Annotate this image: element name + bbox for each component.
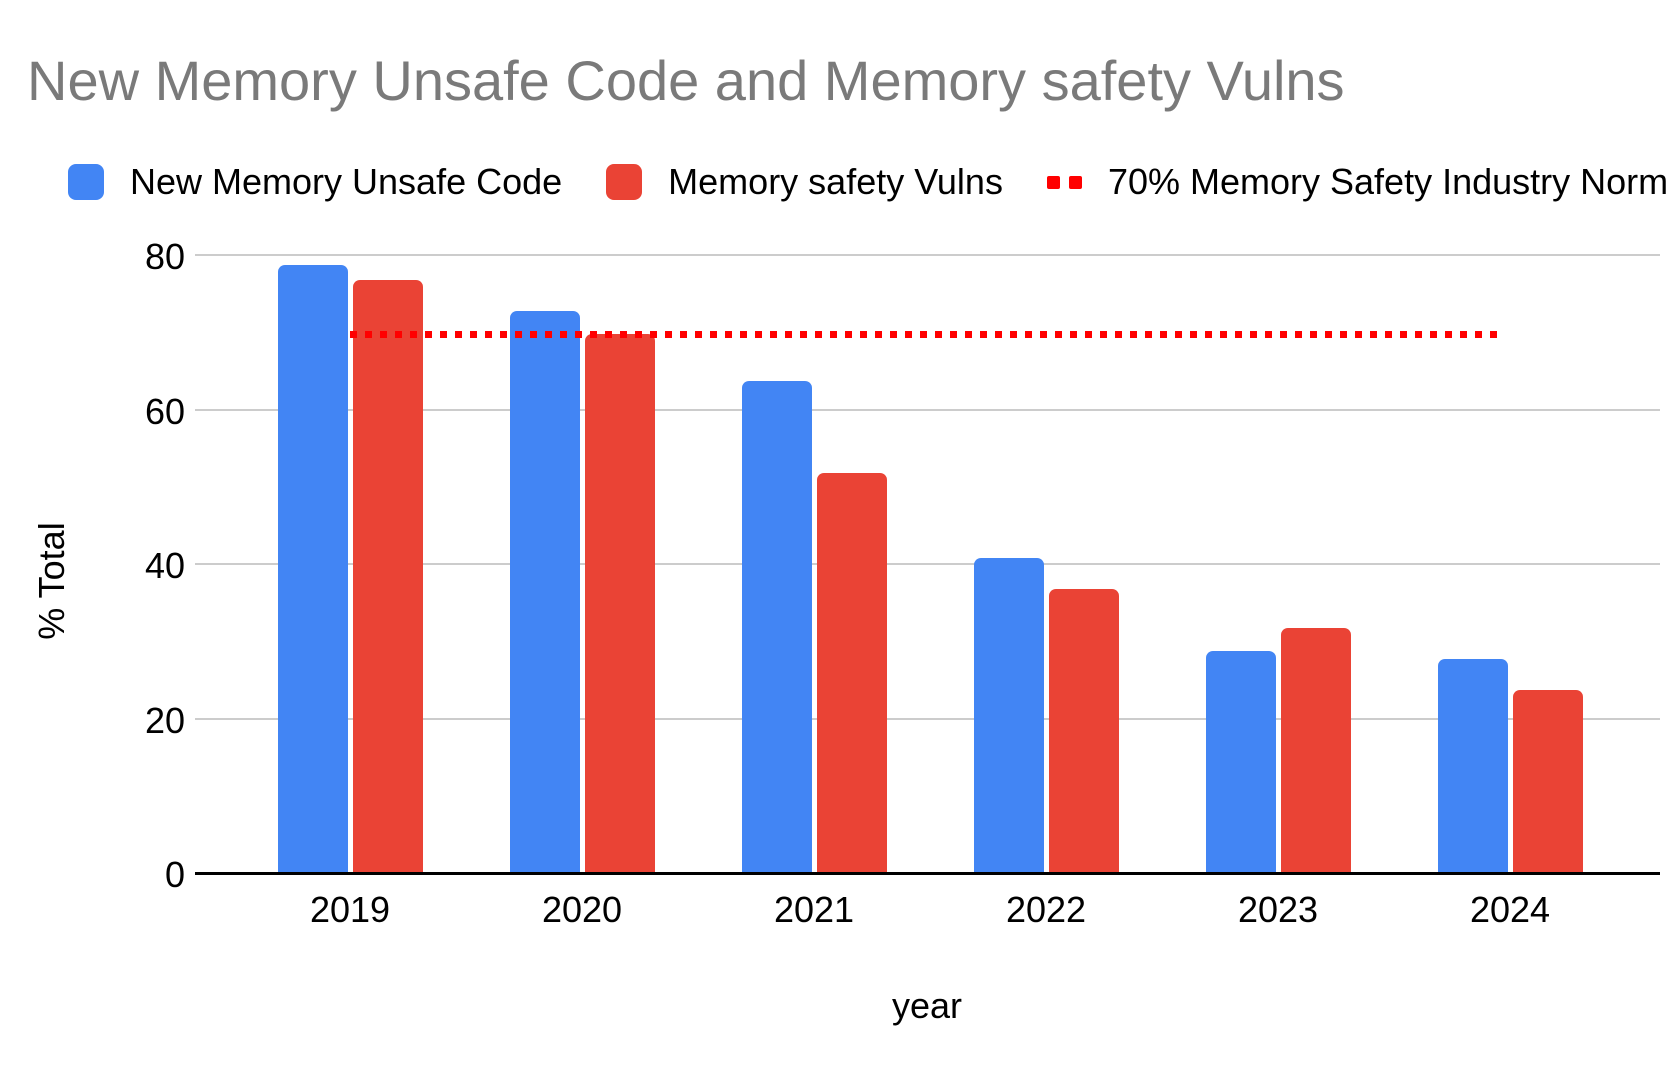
y-axis-title: % Total xyxy=(31,522,72,640)
legend-item-industry-norm: 70% Memory Safety Industry Norm xyxy=(1046,161,1669,203)
bar-2019-unsafe-code xyxy=(277,264,348,875)
bar-2022-vulns xyxy=(1048,589,1119,875)
x-axis-title: year xyxy=(891,985,963,1026)
legend: New Memory Unsafe Code Memory safety Vul… xyxy=(68,161,1669,203)
bar-2020-vulns xyxy=(584,334,655,875)
x-tick-label: 2021 xyxy=(773,889,855,930)
legend-label: 70% Memory Safety Industry Norm xyxy=(1107,161,1669,202)
bar-2021-vulns xyxy=(816,473,887,875)
bar-2021-unsafe-code xyxy=(741,380,812,875)
x-tick-label: 2023 xyxy=(1237,889,1319,930)
bar-2023-unsafe-code xyxy=(1205,650,1276,875)
bar-2023-vulns xyxy=(1280,627,1351,875)
y-gridline xyxy=(195,563,1660,565)
x-axis-line xyxy=(195,872,1660,875)
chart-title: New Memory Unsafe Code and Memory safety… xyxy=(27,49,1345,112)
bar-2024-unsafe-code xyxy=(1437,658,1508,875)
legend-item-unsafe-code: New Memory Unsafe Code xyxy=(68,161,562,203)
legend-dotted-line-icon xyxy=(1046,175,1082,189)
bar-2022-unsafe-code xyxy=(973,558,1044,875)
x-tick-label: 2024 xyxy=(1469,889,1551,930)
y-tick-label: 40 xyxy=(144,545,185,586)
y-gridline xyxy=(195,254,1660,256)
plot-area xyxy=(195,220,1660,875)
reference-line-70pct xyxy=(350,331,1505,339)
x-tick-label: 2020 xyxy=(541,889,623,930)
legend-label: New Memory Unsafe Code xyxy=(130,161,563,202)
legend-label: Memory safety Vulns xyxy=(668,161,1003,202)
y-tick-label: 60 xyxy=(144,390,185,432)
y-tick-label: 0 xyxy=(164,854,185,895)
y-tick-label: 80 xyxy=(144,236,185,277)
y-gridline xyxy=(195,717,1660,720)
x-tick-label: 2022 xyxy=(1005,889,1087,930)
x-tick-label: 2019 xyxy=(309,889,391,930)
legend-swatch-red-icon xyxy=(606,164,643,200)
y-gridline xyxy=(195,408,1660,411)
bar-2019-vulns xyxy=(352,280,423,875)
bar-2024-vulns xyxy=(1512,689,1583,875)
bar-2020-unsafe-code xyxy=(509,311,580,875)
y-tick-label: 20 xyxy=(144,699,185,741)
legend-item-vulns: Memory safety Vulns xyxy=(606,161,1003,203)
legend-swatch-blue-icon xyxy=(68,164,104,200)
